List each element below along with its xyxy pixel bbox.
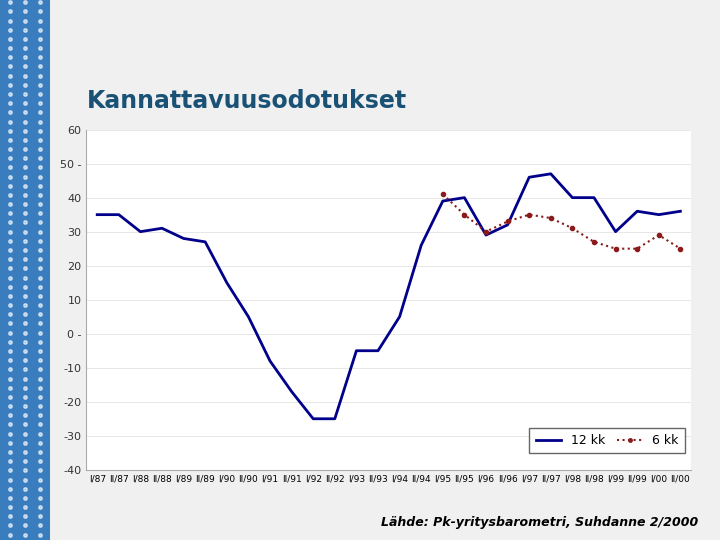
Legend: 12 kk, 6 kk: 12 kk, 6 kk <box>529 428 685 454</box>
Text: Lähde: Pk-yritysbarometri, Suhdanne 2/2000: Lähde: Pk-yritysbarometri, Suhdanne 2/20… <box>381 516 698 529</box>
Text: Kannattavuusodotukset: Kannattavuusodotukset <box>86 90 407 113</box>
